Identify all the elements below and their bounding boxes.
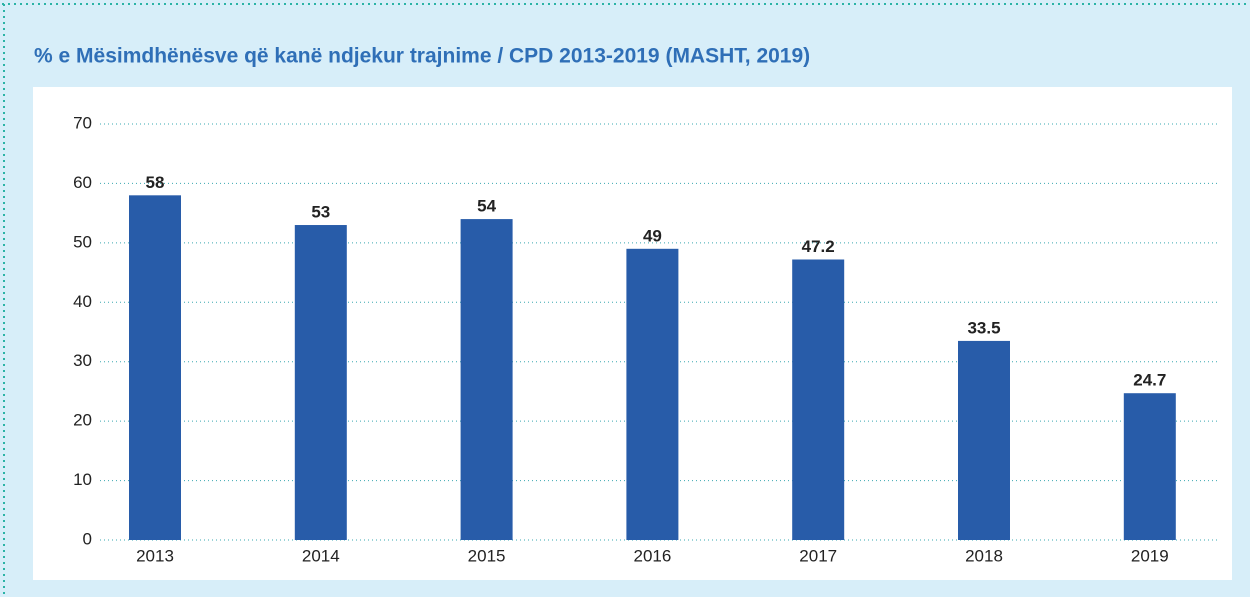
bar — [792, 259, 845, 540]
y-tick-label: 10 — [73, 470, 92, 489]
y-tick-label: 70 — [73, 113, 92, 132]
x-tick-label: 2016 — [633, 546, 671, 565]
chart-title: % e Mësimdhënësve që kanë ndjekur trajni… — [34, 45, 810, 68]
y-tick-label: 0 — [83, 529, 92, 548]
bar — [129, 195, 181, 541]
bar — [294, 225, 347, 540]
value-label: 33.5 — [967, 318, 1000, 337]
y-tick-label: 40 — [73, 292, 92, 311]
y-tick-label: 30 — [73, 351, 92, 370]
x-tick-label: 2014 — [302, 546, 340, 565]
y-tick-label: 50 — [73, 232, 92, 251]
value-label: 53 — [311, 203, 330, 222]
value-label: 47.2 — [802, 237, 835, 256]
value-label: 54 — [477, 197, 496, 216]
value-label: 58 — [146, 173, 165, 192]
y-tick-label: 20 — [73, 411, 92, 430]
bar — [460, 219, 513, 541]
y-tick-label: 60 — [73, 173, 92, 192]
bar — [958, 340, 1010, 540]
bar — [626, 248, 679, 541]
x-tick-label: 2019 — [1131, 546, 1169, 565]
x-tick-label: 2013 — [136, 546, 174, 565]
x-tick-label: 2018 — [965, 546, 1003, 565]
x-tick-label: 2015 — [468, 546, 506, 565]
bar — [1123, 393, 1176, 540]
value-label: 24.7 — [1133, 371, 1166, 390]
value-label: 49 — [643, 226, 662, 245]
x-tick-label: 2017 — [799, 546, 837, 565]
